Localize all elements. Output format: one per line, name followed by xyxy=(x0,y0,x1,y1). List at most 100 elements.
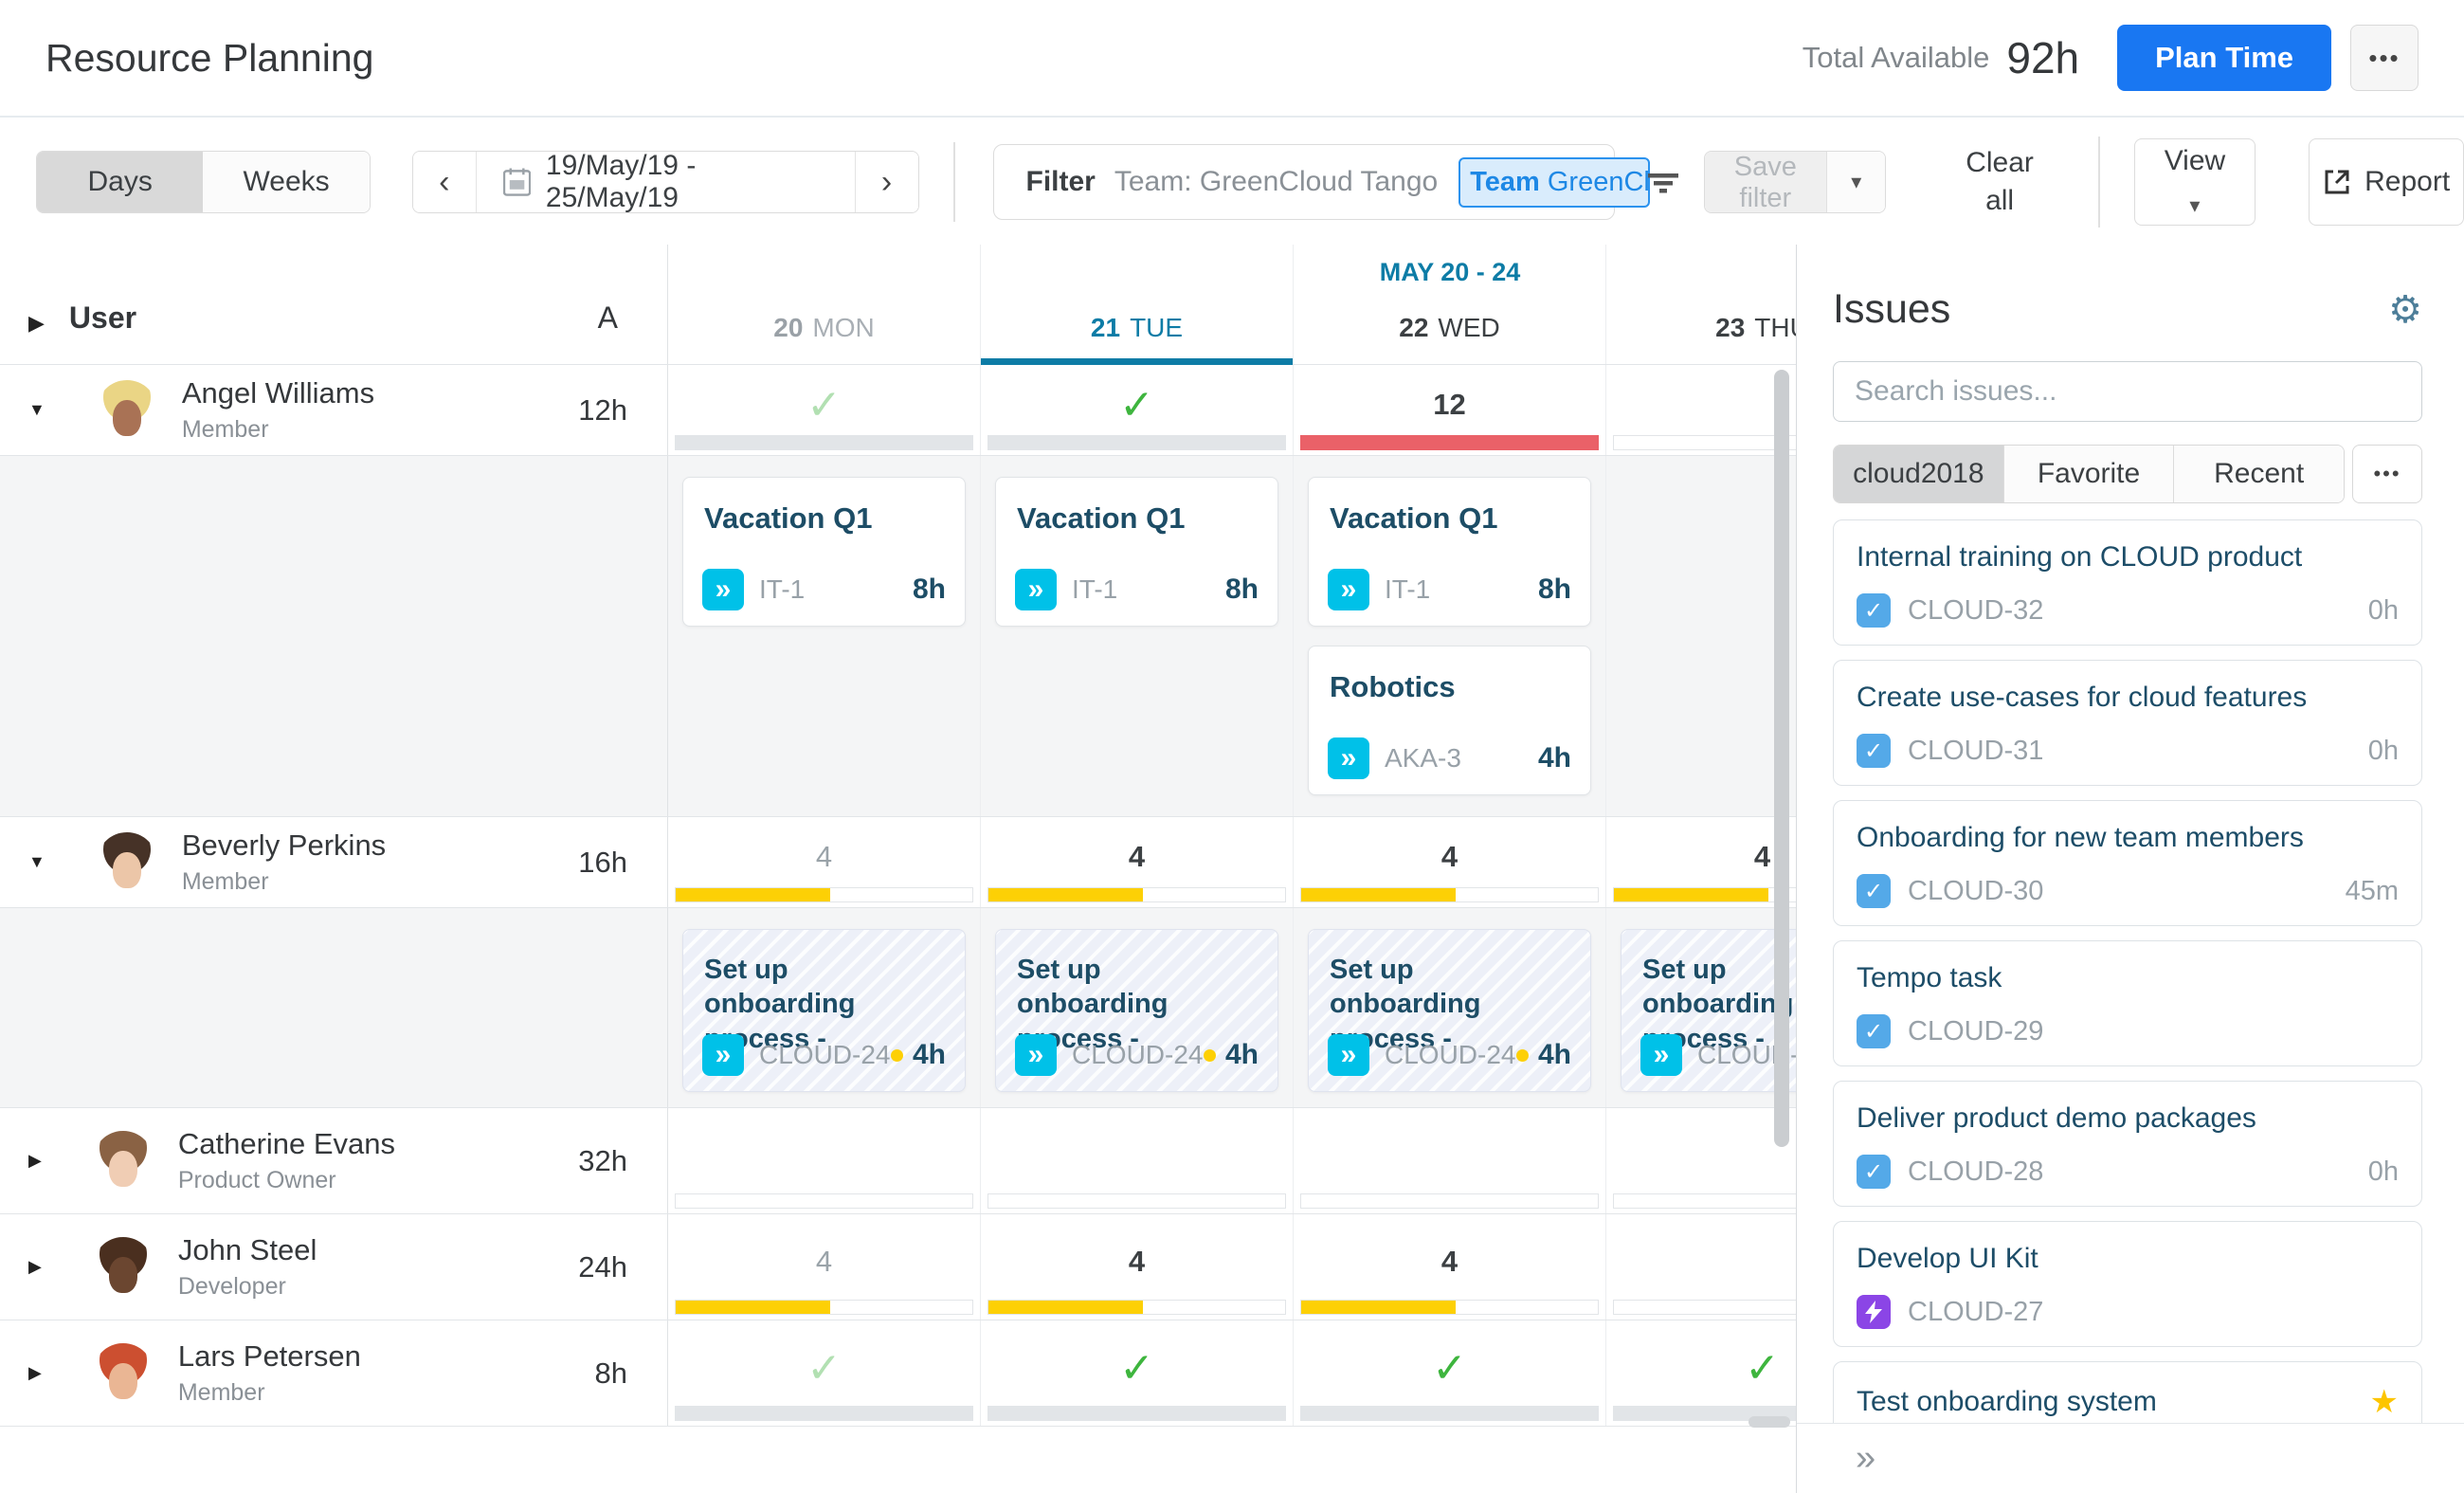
filter-box[interactable]: Filter Team: GreenCloud Tango Team Green… xyxy=(992,144,1679,220)
issue-hours: 45m xyxy=(2345,875,2399,906)
plan-card-hours: 4h xyxy=(1224,1039,1259,1070)
user-info-cell[interactable]: ▶ John Steel Developer 24h xyxy=(0,1214,668,1320)
summary-cell-wed[interactable]: 12 xyxy=(1294,365,1606,455)
issues-search xyxy=(1833,361,2422,422)
plan-cell-mon[interactable]: Vacation Q1 » IT-1 8h xyxy=(668,456,981,816)
issue-card[interactable]: Onboarding for new team members ✓ CLOUD-… xyxy=(1833,800,2422,926)
summary-cell-tue[interactable] xyxy=(981,1108,1294,1213)
plan-card-issue-key: IT-1 xyxy=(759,574,806,604)
header-more-button[interactable]: ••• xyxy=(2350,25,2419,91)
plan-card-issue-key: IT-1 xyxy=(1385,574,1431,604)
expand-user-icon[interactable]: ▶ xyxy=(28,1363,42,1382)
user-planned-hours: 8h xyxy=(594,1356,627,1390)
plan-card[interactable]: Vacation Q1 » IT-1 8h xyxy=(995,477,1278,627)
user-info-cell[interactable]: ▶ Catherine Evans Product Owner 32h xyxy=(0,1108,668,1213)
issue-card[interactable]: Develop UI Kit CLOUD-27 xyxy=(1833,1221,2422,1347)
availability-header-label: A xyxy=(597,300,618,335)
gear-icon[interactable]: ⚙ xyxy=(2388,288,2422,331)
tab-favorite[interactable]: Favorite xyxy=(2003,446,2175,502)
plan-cell-tue[interactable]: Vacation Q1 » IT-1 8h xyxy=(981,456,1294,816)
horizontal-scrollbar[interactable] xyxy=(1748,1416,1790,1428)
plan-cell-wed[interactable]: Vacation Q1 » IT-1 8h Robotics » AKA-3 4… xyxy=(1294,456,1606,816)
user-info-cell[interactable]: ▶ Lars Petersen Member 8h xyxy=(0,1320,668,1426)
weeks-toggle-button[interactable]: Weeks xyxy=(203,152,370,212)
user-name: Catherine Evans xyxy=(177,1127,396,1160)
team-filter-tag[interactable]: Team GreenCloud Tango xyxy=(1458,156,1651,208)
issues-panel-header: Issues ⚙ xyxy=(1797,245,2464,333)
summary-cell-mon[interactable]: ✓ xyxy=(668,1320,981,1426)
user-role: Member xyxy=(181,416,269,443)
issues-tabs-more-button[interactable]: ••• xyxy=(2352,445,2422,503)
avatar xyxy=(97,379,157,441)
expand-user-icon[interactable]: ▶ xyxy=(28,1257,42,1276)
capacity-bar-empty xyxy=(675,1193,973,1209)
tab-recent[interactable]: Recent xyxy=(2174,446,2344,502)
day-header-mon[interactable]: 20 MON xyxy=(668,245,981,364)
plan-card-tentative[interactable]: Set up onboarding process - » CLOUD-24 4… xyxy=(995,929,1278,1092)
summary-cell-mon[interactable]: 4 xyxy=(668,1214,981,1320)
summary-cell-wed[interactable]: ✓ xyxy=(1294,1320,1606,1426)
summary-cell-tue[interactable]: 4 xyxy=(981,817,1294,907)
summary-cell-wed[interactable] xyxy=(1294,1108,1606,1213)
plan-card-tentative[interactable]: Set up onboarding process - » CLOUD-24 4… xyxy=(682,929,966,1092)
clear-all-button[interactable]: Clear all xyxy=(1948,144,2050,221)
task-checkbox-icon: ✓ xyxy=(1857,1014,1891,1048)
issue-card[interactable]: Test onboarding system ★ xyxy=(1833,1361,2422,1423)
summary-cell-tue[interactable]: 4 xyxy=(981,1214,1294,1320)
summary-cell-mon[interactable] xyxy=(668,1108,981,1213)
issue-card[interactable]: Deliver product demo packages ✓ CLOUD-28… xyxy=(1833,1081,2422,1207)
date-range-picker[interactable]: 19/May/19 - 25/May/19 xyxy=(475,152,856,212)
planned-hours-value: 4 xyxy=(1440,1244,1458,1278)
plan-card-hours: 8h xyxy=(912,574,946,605)
week-range-label: MAY 20 - 24 xyxy=(1379,258,1521,286)
issues-panel: Issues ⚙ cloud2018 Favorite Recent ••• I… xyxy=(1796,245,2464,1493)
search-issues-input[interactable] xyxy=(1833,361,2422,422)
task-checkbox-icon: ✓ xyxy=(1857,734,1891,768)
plan-cell-tue[interactable]: Set up onboarding process - » CLOUD-24 4… xyxy=(981,908,1294,1107)
plan-card-hours: 4h xyxy=(1537,742,1571,774)
favorite-star-icon[interactable]: ★ xyxy=(2369,1384,2399,1420)
issue-card[interactable]: Create use-cases for cloud features ✓ CL… xyxy=(1833,660,2422,786)
plan-card[interactable]: Vacation Q1 » IT-1 8h xyxy=(682,477,966,627)
plan-card[interactable]: Robotics » AKA-3 4h xyxy=(1308,646,1591,795)
day-header-wed[interactable]: 22 WED xyxy=(1294,245,1606,364)
lane-user-cell xyxy=(0,908,668,1107)
next-week-button[interactable]: › xyxy=(855,152,918,212)
plan-card[interactable]: Vacation Q1 » IT-1 8h xyxy=(1308,477,1591,627)
expand-all-icon[interactable]: ▶ xyxy=(28,311,45,335)
view-dropdown-button[interactable]: View ▾ xyxy=(2133,138,2256,226)
summary-cell-tue[interactable]: ✓ xyxy=(981,1320,1294,1426)
capacity-bar-partial xyxy=(987,1300,1286,1315)
summary-cell-mon[interactable]: ✓ xyxy=(668,365,981,455)
check-icon: ✓ xyxy=(806,1345,842,1392)
user-name: Lars Petersen xyxy=(177,1339,361,1373)
summary-cell-wed[interactable]: 4 xyxy=(1294,817,1606,907)
plan-cell-mon[interactable]: Set up onboarding process - » CLOUD-24 4… xyxy=(668,908,981,1107)
plan-card-title: Set up onboarding process - xyxy=(1017,955,1169,1054)
issue-card[interactable]: Tempo task ✓ CLOUD-29 xyxy=(1833,940,2422,1066)
days-toggle-button[interactable]: Days xyxy=(37,152,204,212)
summary-cell-tue[interactable]: ✓ xyxy=(981,365,1294,455)
summary-cell-mon[interactable]: 4 xyxy=(668,817,981,907)
expand-user-icon[interactable]: ▶ xyxy=(28,1151,42,1170)
plan-time-button[interactable]: Plan Time xyxy=(2117,25,2331,91)
filter-funnel-icon[interactable] xyxy=(1644,166,1682,198)
day-header-tue[interactable]: 21 TUE xyxy=(981,245,1294,365)
save-filter-button[interactable]: Save filter xyxy=(1704,152,1827,212)
previous-week-button[interactable]: ‹ xyxy=(412,152,476,212)
collapse-panel-icon[interactable]: » xyxy=(1856,1438,1876,1478)
vertical-scrollbar[interactable] xyxy=(1774,370,1789,1147)
report-label: Report xyxy=(2364,166,2451,197)
report-button[interactable]: Report xyxy=(2309,138,2464,226)
collapse-user-icon[interactable]: ▼ xyxy=(28,400,45,419)
plan-card-tentative[interactable]: Set up onboarding process - » CLOUD-24 4… xyxy=(1308,929,1591,1092)
user-info-cell[interactable]: ▼ Angel Williams Member 12h xyxy=(0,365,668,455)
plan-cell-wed[interactable]: Set up onboarding process - » CLOUD-24 4… xyxy=(1294,908,1606,1107)
issue-card[interactable]: Internal training on CLOUD product ✓ CLO… xyxy=(1833,519,2422,646)
user-header-label: User xyxy=(68,300,137,335)
summary-cell-wed[interactable]: 4 xyxy=(1294,1214,1606,1320)
tab-cloud2018[interactable]: cloud2018 xyxy=(1834,446,2004,502)
collapse-user-icon[interactable]: ▼ xyxy=(28,852,45,871)
save-filter-dropdown-button[interactable]: ▾ xyxy=(1826,152,1886,212)
user-info-cell[interactable]: ▼ Beverly Perkins Member 16h xyxy=(0,817,668,907)
